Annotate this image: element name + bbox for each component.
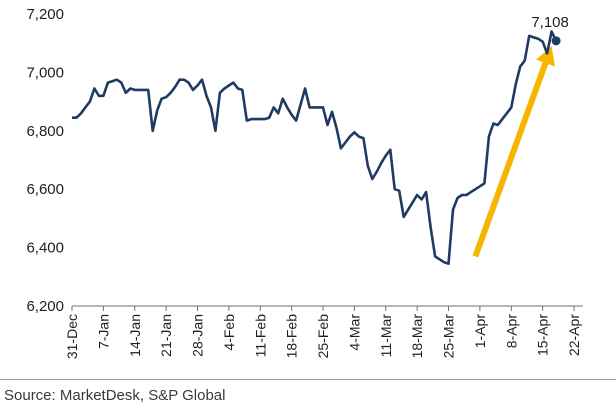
x-tick-label: 21-Jan	[158, 314, 174, 357]
x-tick-label: 31-Dec	[64, 314, 80, 359]
y-tick-label: 6,400	[26, 240, 64, 257]
trend-arrow-shaft	[472, 62, 549, 258]
x-tick-label: 4-Mar	[346, 314, 362, 351]
x-tick-label: 8-Apr	[503, 314, 519, 349]
x-tick-label: 1-Apr	[472, 314, 488, 349]
x-tick-label: 11-Feb	[252, 314, 268, 358]
x-tick-label: 14-Jan	[127, 314, 143, 357]
series-line	[72, 30, 558, 265]
source-note: Source: MarketDesk, S&P Global	[4, 387, 226, 404]
source-divider	[0, 379, 616, 380]
x-tick-label: 18-Feb	[284, 314, 300, 359]
x-tick-label: 28-Jan	[190, 314, 206, 357]
y-tick-label: 6,600	[26, 181, 64, 198]
y-axis-ticks: 6,200 6,400 6,600 6,800 7,000 7,200	[26, 6, 64, 315]
x-axis: 31-Dec 7-Jan 14-Jan 21-Jan 28-Jan 4-Feb 11-Feb…	[64, 305, 583, 359]
last-point-label: 7,108	[531, 14, 569, 31]
y-tick-label: 7,200	[26, 6, 64, 23]
x-tick-label: 25-Feb	[315, 314, 331, 359]
y-tick-label: 7,000	[26, 64, 64, 81]
plot-area: 7,108	[72, 14, 569, 265]
x-tick-label: 4-Feb	[221, 314, 237, 351]
x-tick-label: 15-Apr	[535, 314, 551, 356]
trend-arrow-head	[536, 46, 555, 67]
x-tick-label: 11-Mar	[378, 314, 394, 358]
x-tick-label: 18-Mar	[409, 314, 425, 359]
x-tick-label: 22-Apr	[566, 314, 582, 356]
last-point-marker	[551, 36, 561, 46]
y-tick-label: 6,200	[26, 298, 64, 315]
x-tick-label: 25-Mar	[441, 314, 457, 359]
y-tick-label: 6,800	[26, 123, 64, 140]
x-tick-label: 7-Jan	[95, 314, 111, 349]
